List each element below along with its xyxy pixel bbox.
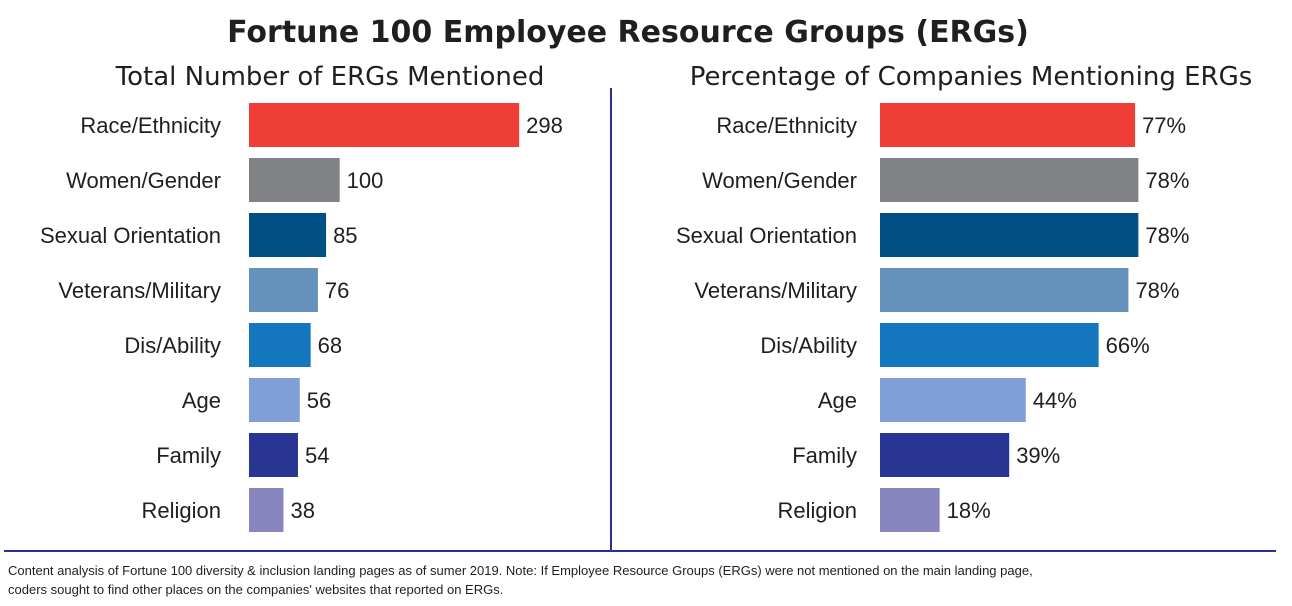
left-category-label-race-ethnicity: Race/Ethnicity (80, 113, 221, 138)
left-value-label-women-gender: 100 (347, 168, 384, 193)
left-bar-family (249, 433, 298, 477)
left-bar-dis-ability (249, 323, 311, 367)
right-value-label-age: 44% (1033, 388, 1077, 413)
left-bar-veterans-military (249, 268, 318, 312)
right-bar-religion (880, 488, 940, 532)
right-value-label-women-gender: 78% (1145, 168, 1189, 193)
right-bar-family (880, 433, 1010, 477)
right-category-label-religion: Religion (778, 498, 858, 523)
right-value-label-family: 39% (1016, 443, 1060, 468)
left-bar-sexual-orientation (249, 213, 327, 257)
left-value-label-religion: 38 (290, 498, 314, 523)
right-value-label-dis-ability: 66% (1106, 333, 1150, 358)
right-bar-dis-ability (880, 323, 1099, 367)
right-bar-sexual-orientation (880, 213, 1139, 257)
left-value-label-race-ethnicity: 298 (526, 113, 563, 138)
right-category-label-race-ethnicity: Race/Ethnicity (716, 113, 857, 138)
right-value-label-veterans-military: 78% (1135, 278, 1179, 303)
right-value-label-religion: 18% (947, 498, 991, 523)
right-category-label-veterans-military: Veterans/Military (694, 278, 857, 303)
left-value-label-dis-ability: 68 (318, 333, 342, 358)
right-bar-women-gender (880, 158, 1139, 202)
left-value-label-family: 54 (305, 443, 329, 468)
footnote-line-2: coders sought to find other places on th… (8, 582, 503, 597)
left-value-label-age: 56 (307, 388, 331, 413)
left-chart-title: Total Number of ERGs Mentioned (115, 62, 545, 92)
left-category-label-sexual-orientation: Sexual Orientation (40, 223, 221, 248)
right-bar-age (880, 378, 1026, 422)
left-bar-chart: Race/Ethnicity 298 Women/Gender 100 Sexual O… (40, 103, 563, 532)
right-bar-veterans-military (880, 268, 1129, 312)
right-chart-title: Percentage of Companies Mentioning ERGs (690, 62, 1253, 92)
right-value-label-sexual-orientation: 78% (1145, 223, 1189, 248)
left-bar-age (249, 378, 300, 422)
figure-title: Fortune 100 Employee Resource Groups (ER… (227, 15, 1029, 50)
left-category-label-religion: Religion (142, 498, 222, 523)
left-category-label-dis-ability: Dis/Ability (124, 333, 221, 358)
left-value-label-veterans-military: 76 (325, 278, 349, 303)
left-category-label-women-gender: Women/Gender (66, 168, 221, 193)
right-category-label-family: Family (792, 443, 857, 468)
footnote-line-1: Content analysis of Fortune 100 diversit… (8, 563, 1033, 578)
right-category-label-sexual-orientation: Sexual Orientation (676, 223, 857, 248)
left-value-label-sexual-orientation: 85 (333, 223, 357, 248)
right-category-label-age: Age (818, 388, 857, 413)
left-category-label-age: Age (182, 388, 221, 413)
right-category-label-dis-ability: Dis/Ability (760, 333, 857, 358)
left-category-label-veterans-military: Veterans/Military (58, 278, 221, 303)
right-bar-race-ethnicity (880, 103, 1136, 147)
right-category-label-women-gender: Women/Gender (702, 168, 857, 193)
right-bar-chart: Race/Ethnicity 77% Women/Gender 78% Sexual O… (676, 103, 1189, 532)
left-category-label-family: Family (156, 443, 221, 468)
right-value-label-race-ethnicity: 77% (1142, 113, 1186, 138)
left-bar-religion (249, 488, 284, 532)
left-bar-women-gender (249, 158, 340, 202)
left-bar-race-ethnicity (249, 103, 520, 147)
